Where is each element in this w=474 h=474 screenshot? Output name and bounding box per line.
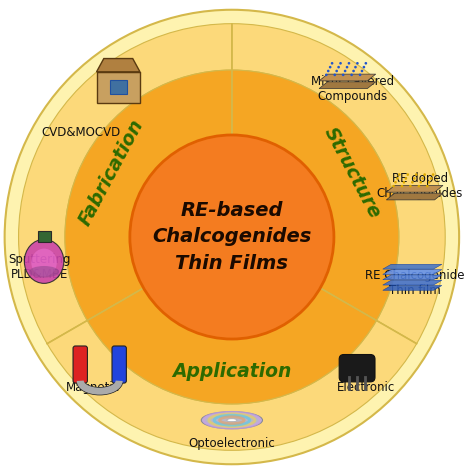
Text: RE doped
Chalcogenides: RE doped Chalcogenides: [376, 172, 463, 200]
Circle shape: [337, 66, 340, 68]
FancyBboxPatch shape: [73, 346, 87, 383]
Circle shape: [331, 62, 333, 64]
Text: RE Chalcogenide
Thin film: RE Chalcogenide Thin film: [365, 269, 465, 297]
Wedge shape: [65, 70, 232, 320]
Ellipse shape: [31, 248, 57, 276]
Circle shape: [335, 70, 338, 73]
Circle shape: [421, 177, 424, 180]
Ellipse shape: [227, 419, 237, 421]
Wedge shape: [47, 320, 417, 450]
Polygon shape: [97, 59, 140, 72]
Ellipse shape: [24, 239, 64, 283]
Wedge shape: [18, 24, 232, 344]
Text: Fabrication: Fabrication: [75, 117, 147, 229]
FancyBboxPatch shape: [97, 72, 140, 103]
Polygon shape: [386, 193, 443, 200]
Text: CVD&MOCVD: CVD&MOCVD: [42, 126, 121, 139]
Circle shape: [409, 185, 412, 188]
Circle shape: [354, 66, 357, 68]
Text: Sputtering
PLD&MBE: Sputtering PLD&MBE: [8, 253, 71, 281]
Polygon shape: [319, 74, 376, 81]
Circle shape: [426, 185, 428, 188]
Circle shape: [392, 185, 395, 188]
Polygon shape: [383, 270, 442, 274]
Text: Electronic: Electronic: [337, 381, 395, 394]
Polygon shape: [383, 285, 442, 291]
FancyBboxPatch shape: [110, 80, 127, 93]
Wedge shape: [87, 288, 376, 404]
Polygon shape: [319, 82, 376, 89]
Text: Application: Application: [172, 362, 292, 381]
Circle shape: [423, 173, 426, 176]
Ellipse shape: [29, 266, 59, 278]
Circle shape: [413, 177, 416, 180]
Polygon shape: [383, 280, 442, 285]
Circle shape: [130, 135, 334, 339]
Circle shape: [402, 181, 405, 183]
Circle shape: [428, 181, 430, 183]
Polygon shape: [383, 264, 442, 269]
Circle shape: [356, 62, 359, 64]
Circle shape: [346, 66, 348, 68]
Circle shape: [415, 173, 418, 176]
Circle shape: [344, 70, 346, 73]
Text: Misfit Layered
Compounds: Misfit Layered Compounds: [311, 74, 394, 102]
Circle shape: [365, 62, 367, 64]
Circle shape: [352, 70, 355, 73]
Ellipse shape: [201, 411, 263, 429]
Circle shape: [363, 66, 365, 68]
FancyBboxPatch shape: [339, 355, 375, 382]
Circle shape: [396, 177, 399, 180]
Circle shape: [432, 173, 434, 176]
Circle shape: [394, 181, 397, 183]
Circle shape: [359, 73, 361, 76]
Polygon shape: [386, 185, 443, 192]
Circle shape: [401, 185, 403, 188]
Circle shape: [327, 70, 329, 73]
Circle shape: [398, 173, 401, 176]
Circle shape: [430, 177, 432, 180]
Polygon shape: [383, 275, 442, 280]
Circle shape: [5, 10, 459, 464]
Circle shape: [333, 73, 336, 76]
Circle shape: [329, 66, 331, 68]
Circle shape: [411, 181, 414, 183]
Circle shape: [339, 62, 342, 64]
Circle shape: [342, 73, 345, 76]
Circle shape: [418, 185, 420, 188]
FancyBboxPatch shape: [112, 346, 127, 383]
Text: Optoelectronic: Optoelectronic: [189, 437, 275, 450]
Circle shape: [404, 177, 407, 180]
Text: Magnetic: Magnetic: [66, 381, 120, 394]
Circle shape: [361, 70, 363, 73]
Circle shape: [350, 73, 353, 76]
Text: Structure: Structure: [321, 124, 385, 222]
FancyBboxPatch shape: [37, 231, 51, 242]
Circle shape: [406, 173, 409, 176]
Wedge shape: [232, 24, 445, 344]
Wedge shape: [232, 70, 399, 320]
Circle shape: [325, 73, 328, 76]
Circle shape: [347, 62, 350, 64]
Text: RE-based
Chalcogenides
Thin Films: RE-based Chalcogenides Thin Films: [152, 201, 311, 273]
Circle shape: [419, 181, 422, 183]
